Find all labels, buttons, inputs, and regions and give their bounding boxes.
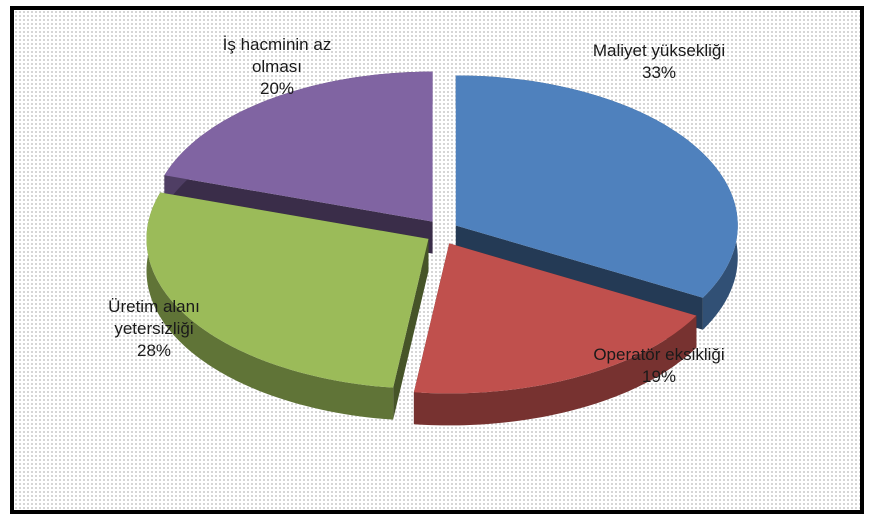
- slice-side: [146, 192, 394, 420]
- chart: [146, 71, 738, 426]
- category-label: Üretim alanı yetersizliği: [108, 297, 200, 338]
- slice-label: Operatör eksikliği 19%: [584, 344, 734, 388]
- pie-slice: [164, 71, 433, 222]
- slice-label: İş hacminin az olması 20%: [202, 34, 352, 100]
- category-label: Operatör eksikliği: [593, 345, 725, 364]
- slice-label: Maliyet yüksekliği 33%: [584, 40, 734, 84]
- pie-slice: [413, 243, 697, 394]
- pie-slice: [146, 192, 429, 388]
- value-label: 28%: [136, 341, 172, 360]
- slice-side: [413, 315, 697, 426]
- value-label: 20%: [259, 79, 295, 98]
- value-label: 33%: [641, 63, 677, 82]
- slice-wall: [393, 238, 429, 420]
- value-label: 19%: [641, 367, 677, 386]
- category-label: İş hacminin az olması: [222, 35, 332, 76]
- pie-slice: [455, 75, 738, 298]
- chart-area: Maliyet yüksekliği 33% Operatör eksikliği 1…: [10, 6, 864, 514]
- slice-label: Üretim alanı yetersizliği 28%: [79, 296, 229, 362]
- category-label: Maliyet yüksekliği: [592, 41, 726, 60]
